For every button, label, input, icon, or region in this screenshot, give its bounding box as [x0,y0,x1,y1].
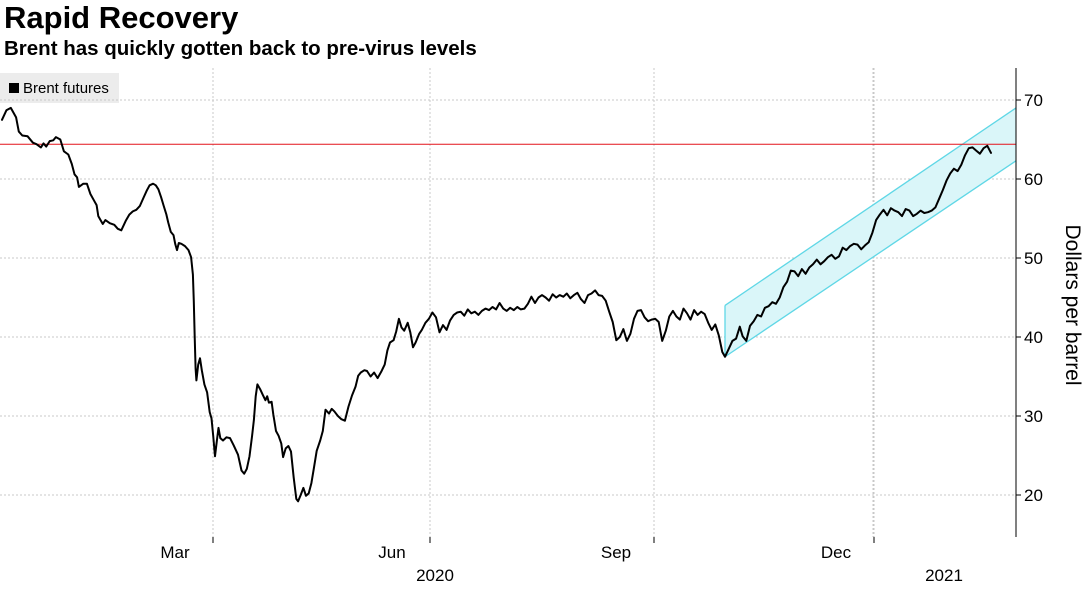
trend-channel [724,107,1017,358]
axes: 20 30 40 50 60 70 Mar Jun Sep Dec 2020 2021 [160,68,1043,585]
channel-upper-line [724,107,1017,306]
legend-swatch-brent [9,83,19,93]
x-tick-label-sep: Sep [601,543,631,562]
y-tick-label-30: 30 [1024,407,1043,426]
gridlines [0,68,1016,537]
y-tick-label-40: 40 [1024,328,1043,347]
channel-fill [725,107,1016,357]
x-tick-label-dec: Dec [821,543,852,562]
y-tick-label-50: 50 [1024,249,1043,268]
y-tick-label-60: 60 [1024,170,1043,189]
chart-subtitle: Brent has quickly gotten back to pre-vir… [4,37,477,60]
legend-label-brent: Brent futures [23,79,109,97]
channel-lower-line [724,160,1017,358]
y-tick-label-20: 20 [1024,486,1043,505]
chart-title: Rapid Recovery [4,0,239,35]
y-tick-label-70: 70 [1024,91,1043,110]
y-axis-label: Dollars per barrel [1061,224,1084,385]
year-label-2020: 2020 [416,566,454,585]
x-tick-label-jun: Jun [378,543,405,562]
x-tick-label-mar: Mar [160,543,190,562]
series-line-brent-futures [1,106,992,503]
chart-legend: Brent futures [0,73,119,103]
year-label-2021: 2021 [925,566,963,585]
